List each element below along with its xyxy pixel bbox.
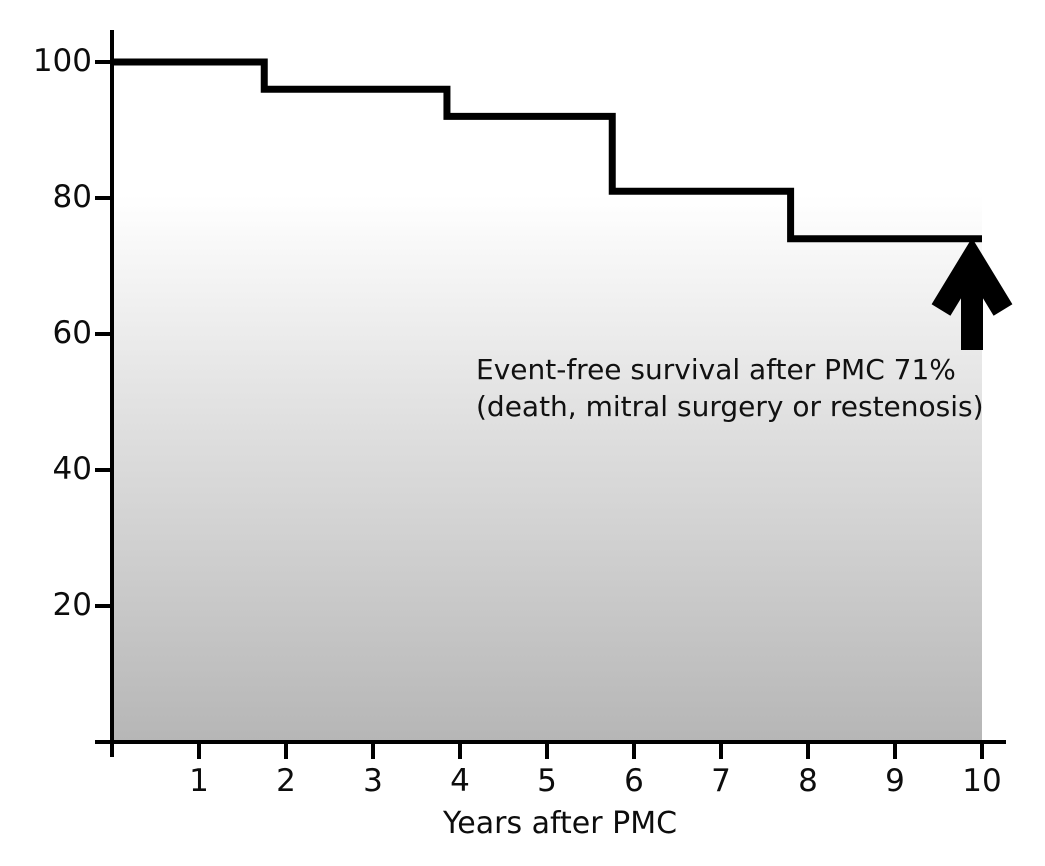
x-tick-label: 3: [363, 763, 383, 799]
x-tick-label: 6: [624, 763, 644, 799]
up-arrow-icon: [931, 237, 1013, 350]
y-tick-label: 40: [52, 451, 92, 487]
x-tick-label: 10: [962, 763, 1002, 799]
x-tick-label: 1: [189, 763, 209, 799]
y-tick-label: 60: [52, 315, 92, 351]
annotation: Event-free survival after PMC 71% (death…: [476, 351, 984, 425]
x-axis-title: Years after PMC: [442, 806, 678, 841]
x-tick-label: 4: [450, 763, 470, 799]
x-tick-label: 9: [885, 763, 905, 799]
axes: [95, 30, 1006, 759]
x-tick-label: 2: [276, 763, 296, 799]
plot-area-gradient: [112, 50, 982, 742]
annotation-line2: (death, mitral surgery or restenosis): [476, 390, 984, 423]
x-tick-label: 5: [537, 763, 557, 799]
survival-curve: [112, 58, 982, 243]
y-tick-label: 100: [32, 43, 92, 79]
x-tick-label: 7: [711, 763, 731, 799]
x-tick-label: 8: [798, 763, 818, 799]
y-tick-label: 80: [52, 179, 92, 215]
annotation-line1: Event-free survival after PMC 71%: [476, 353, 956, 386]
y-tick-label: 20: [52, 587, 92, 623]
